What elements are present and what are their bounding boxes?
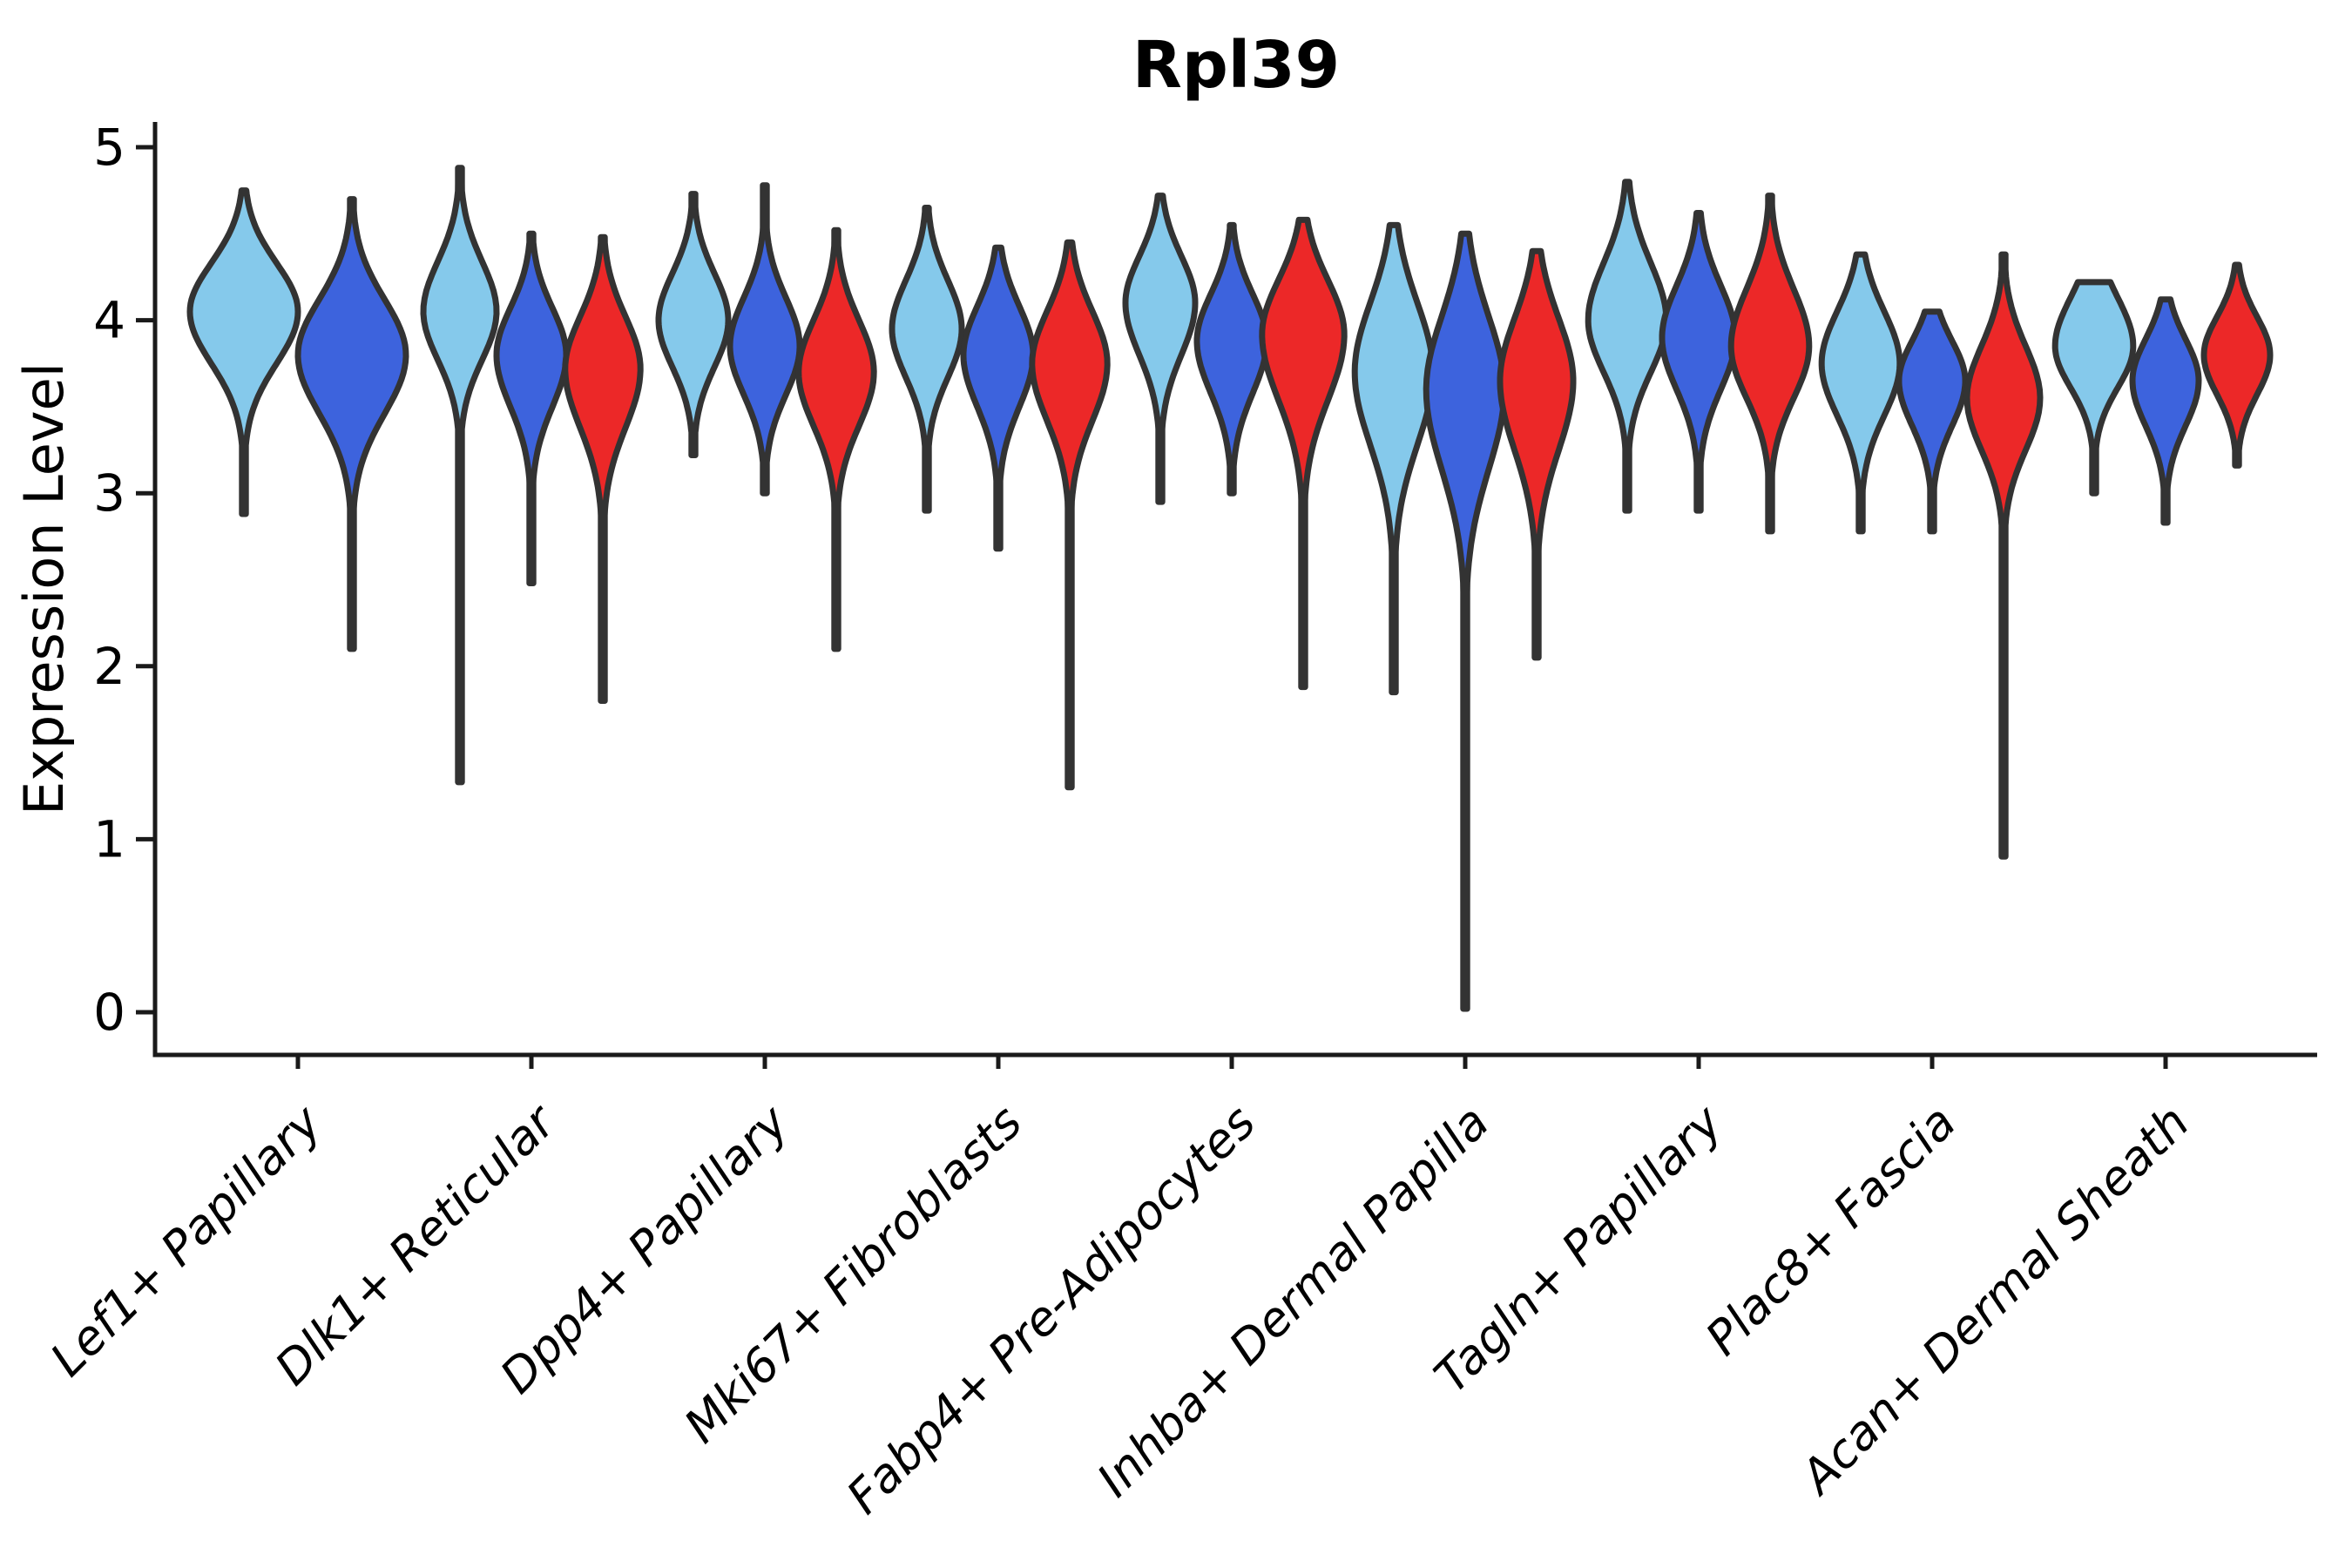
violin-mki67-fibroblasts-royal-blue: [960, 244, 1037, 552]
violin-acan-dermal-sheath-royal-blue: [2129, 296, 2202, 526]
y-axis-label: Expression Level: [12, 362, 76, 815]
violin-dpp4-papillary-red: [795, 226, 877, 652]
y-tick-label-2: 2: [93, 637, 125, 696]
x-tick-label-inhba-dermal-papilla: Inhba+ Dermal Papilla: [1086, 1095, 1499, 1508]
violin-fabp4-pre-adipocytes-light-blue: [1122, 193, 1199, 505]
chart-title: Rpl39: [1132, 28, 1340, 103]
violin-layer: [186, 165, 2274, 1012]
violin-tagln-papillary-light-blue: [1585, 179, 1670, 514]
violin-lef1-papillary-royal-blue: [294, 196, 409, 652]
x-tick-label-acan-dermal-sheath: Acan+ Dermal Sheath: [1788, 1095, 2200, 1506]
violin-fabp4-pre-adipocytes-royal-blue: [1193, 221, 1270, 497]
violin-fabp4-pre-adipocytes-red: [1259, 216, 1348, 691]
violin-plac8-fascia-light-blue: [1818, 251, 1903, 535]
y-tick-label-5: 5: [93, 118, 125, 177]
violin-acan-dermal-sheath-red: [2200, 261, 2274, 469]
violin-mki67-fibroblasts-light-blue: [889, 205, 965, 514]
y-tick-label-3: 3: [93, 463, 125, 523]
violin-acan-dermal-sheath-light-blue: [2051, 279, 2137, 497]
violin-dpp4-papillary-royal-blue: [727, 182, 803, 497]
y-tick-label-1: 1: [93, 809, 125, 868]
violin-dlk1-reticular-red: [562, 233, 644, 704]
violin-dlk1-reticular-royal-blue: [493, 230, 570, 586]
y-tick-label-4: 4: [93, 291, 125, 350]
violin-inhba-dermal-papilla-light-blue: [1351, 221, 1436, 696]
violin-mki67-fibroblasts-red: [1029, 239, 1111, 791]
axes-layer: [136, 122, 2317, 1069]
violin-dlk1-reticular-light-blue: [420, 165, 500, 786]
violin-inhba-dermal-papilla-royal-blue: [1423, 230, 1508, 1012]
violin-inhba-dermal-papilla-red: [1497, 247, 1577, 661]
violin-lef1-papillary-light-blue: [186, 187, 301, 517]
y-tick-label-0: 0: [93, 983, 125, 1042]
violin-plac8-fascia-red: [1963, 251, 2044, 860]
x-tick-label-fabp4-pre-adipocytes: Fabp4+ Pre-Adipocytes: [836, 1095, 1266, 1524]
violin-plac8-fascia-royal-blue: [1896, 308, 1969, 535]
violin-dpp4-papillary-light-blue: [655, 191, 732, 458]
x-tick-label-plac8-fascia: Plac8+ Fascia: [1695, 1095, 1966, 1366]
violin-tagln-papillary-royal-blue: [1659, 210, 1739, 514]
violin-tagln-papillary-red: [1727, 193, 1813, 535]
